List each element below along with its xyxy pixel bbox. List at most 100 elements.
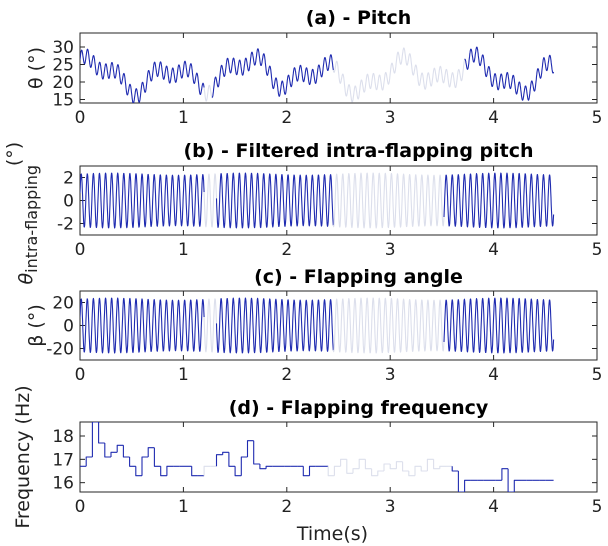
y-axis-unit: (°)	[3, 142, 25, 166]
series-line-active-0	[80, 172, 205, 229]
step-segment	[135, 466, 142, 477]
y-tick-label: 20	[52, 73, 74, 93]
y-axis-label: Frequency (Hz)	[12, 385, 34, 528]
plot-frame	[79, 421, 598, 493]
x-tick-label: 2	[281, 365, 292, 385]
step-segment	[513, 479, 521, 492]
step-segment	[464, 479, 471, 492]
series-line-active-4	[464, 46, 555, 101]
y-tick-label: 25	[52, 56, 74, 76]
step-segment	[507, 468, 515, 492]
step-segment	[426, 458, 434, 471]
traces	[80, 172, 555, 229]
y-axis-label: θ (°)	[25, 47, 47, 89]
series-line-faded-1	[203, 84, 213, 102]
series-line-active-0	[80, 48, 205, 103]
step-segment	[259, 464, 267, 470]
y-tick-label: 0	[63, 317, 74, 337]
step-segment	[129, 457, 136, 467]
series-line-faded-3	[332, 47, 466, 103]
y-tick-label: -2	[57, 215, 74, 235]
x-tick-label: 5	[592, 497, 603, 517]
step-segment	[85, 456, 93, 467]
chart-title: (a) - Pitch	[306, 7, 412, 29]
step-segment	[414, 465, 422, 476]
step-segment	[358, 458, 366, 469]
step-segment	[110, 451, 118, 457]
series-line-active-0	[80, 297, 205, 354]
y-tick-label: 20	[52, 294, 74, 314]
step-segment	[116, 444, 124, 453]
y-axis-label-subscript: intra-flapping	[22, 165, 41, 273]
step-segment	[389, 464, 397, 470]
step-segment	[228, 452, 236, 467]
y-tick-label: 17	[52, 450, 74, 470]
step-segment	[364, 459, 372, 470]
step-segment	[253, 440, 260, 465]
step-segment	[457, 471, 465, 492]
step-segment	[402, 461, 409, 472]
x-tick-label: 0	[75, 365, 86, 385]
step-segment	[377, 470, 384, 476]
step-segment	[302, 466, 310, 477]
panel-d: (d) - Flapping frequency 0 1 2 3 4 5 18 17 16 Freq…	[12, 385, 602, 545]
step-segment	[91, 422, 99, 457]
step-segment	[122, 445, 130, 458]
step-segment	[346, 459, 353, 474]
x-tick-label: 4	[488, 365, 499, 385]
step-segment	[240, 456, 248, 476]
step-segment	[265, 465, 273, 469]
x-tick-label: 3	[385, 365, 396, 385]
step-segment	[408, 471, 415, 477]
step-segment	[222, 451, 229, 455]
series-line-faded-3	[332, 172, 445, 229]
step-segment	[333, 465, 341, 476]
y-tick-label: 16	[52, 474, 74, 494]
x-tick-label: 3	[385, 108, 396, 128]
step-segment	[215, 454, 223, 467]
step-segment	[395, 461, 403, 469]
step-segment	[153, 447, 161, 467]
x-tick-label: 0	[75, 240, 86, 260]
step-segment	[439, 465, 446, 469]
step-segment	[203, 465, 211, 476]
step-segment	[308, 465, 316, 476]
traces	[80, 422, 554, 492]
y-tick-label: 30	[52, 38, 74, 58]
y-axis-label: θintra-flapping	[15, 165, 41, 285]
x-tick-label: 2	[281, 108, 292, 128]
x-tick-label: 5	[592, 365, 603, 385]
step-segment	[451, 466, 459, 472]
y-tick-label: 2	[63, 169, 74, 189]
chart-title: (d) - Flapping frequency	[229, 397, 489, 419]
x-tick-label: 1	[178, 497, 189, 517]
step-segment	[420, 466, 428, 472]
step-segment	[501, 468, 509, 481]
step-segment	[160, 466, 167, 477]
x-tick-label: 3	[385, 240, 396, 260]
x-tick-label: 5	[592, 240, 603, 260]
series-line-faded-1	[203, 173, 218, 228]
y-axis-label: β (°)	[25, 304, 47, 347]
series-line-faded-1	[203, 298, 218, 353]
step-segment	[383, 463, 391, 471]
x-tick-label: 3	[385, 497, 396, 517]
x-tick-label: 0	[75, 108, 86, 128]
x-tick-label: 1	[178, 365, 189, 385]
series-line-faded-3	[332, 297, 445, 354]
series-line-active-4	[443, 172, 555, 229]
step-segment	[371, 468, 378, 477]
step-segment	[433, 459, 440, 470]
y-tick-label: 15	[52, 91, 74, 111]
chart-title: (c) - Flapping angle	[254, 266, 463, 288]
x-tick-label: 2	[281, 497, 292, 517]
x-tick-label: 2	[281, 240, 292, 260]
series-line-active-2	[215, 297, 334, 354]
x-tick-label: 1	[178, 108, 189, 128]
x-tick-label: 1	[178, 240, 189, 260]
traces	[80, 46, 555, 103]
step-segment	[340, 458, 347, 467]
